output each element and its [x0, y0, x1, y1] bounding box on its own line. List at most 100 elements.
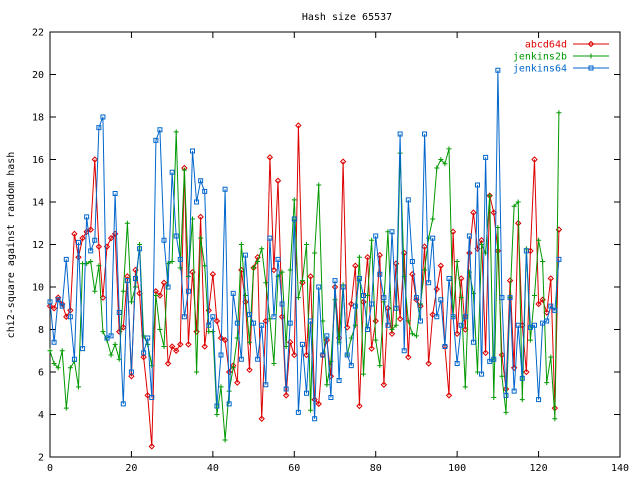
data-point — [552, 416, 558, 422]
data-point — [214, 412, 220, 417]
data-point — [307, 273, 314, 280]
y-tick-label: 2 — [38, 453, 44, 464]
data-point — [157, 127, 163, 133]
y-tick-label: 14 — [32, 198, 44, 209]
data-point — [304, 390, 309, 396]
data-point — [190, 148, 195, 154]
data-point — [173, 129, 179, 135]
data-point — [381, 295, 387, 301]
data-point — [124, 278, 130, 284]
data-point — [532, 322, 537, 328]
data-point — [316, 284, 322, 290]
data-point — [76, 384, 81, 390]
data-point — [197, 213, 204, 221]
data-point — [332, 278, 338, 284]
data-point — [51, 339, 57, 345]
data-point — [409, 259, 415, 264]
data-point — [258, 415, 265, 422]
y-tick-label: 8 — [38, 325, 44, 336]
data-point — [499, 373, 505, 379]
data-point — [63, 256, 69, 262]
data-point — [177, 256, 183, 262]
data-point — [291, 216, 297, 222]
data-point — [141, 350, 147, 356]
data-point — [80, 346, 86, 352]
data-point — [210, 314, 216, 320]
data-point — [348, 363, 354, 369]
data-point — [453, 330, 461, 337]
data-point — [96, 263, 102, 269]
data-point — [84, 214, 90, 220]
data-point — [324, 333, 330, 339]
data-point — [380, 381, 388, 388]
data-point — [112, 341, 118, 347]
data-point — [413, 295, 419, 301]
data-point — [328, 395, 334, 400]
data-point — [511, 388, 517, 394]
data-point — [137, 242, 143, 247]
data-point — [181, 167, 187, 173]
data-point — [275, 256, 281, 262]
data-point — [389, 229, 395, 235]
data-point — [206, 322, 212, 328]
data-point — [177, 341, 184, 348]
data-point — [185, 288, 191, 294]
data-point — [95, 243, 103, 250]
data-point — [88, 259, 94, 264]
data-point — [295, 295, 301, 301]
data-point — [446, 146, 452, 152]
data-point — [222, 186, 228, 192]
data-point — [361, 371, 366, 377]
data-point — [47, 299, 53, 305]
series-group — [46, 67, 563, 450]
data-point — [279, 301, 285, 307]
data-point — [246, 366, 253, 374]
data-point — [458, 322, 464, 328]
series-jenkins64 — [47, 67, 562, 422]
data-point — [153, 293, 159, 298]
data-point — [282, 392, 290, 399]
data-point — [494, 247, 502, 255]
data-point — [50, 305, 58, 312]
data-point — [552, 307, 558, 313]
data-point — [71, 230, 78, 238]
data-point — [458, 275, 465, 282]
data-point — [238, 242, 244, 247]
data-point — [299, 278, 305, 284]
data-point — [320, 352, 326, 358]
data-point — [112, 191, 118, 196]
data-point — [540, 259, 546, 264]
data-point — [242, 252, 248, 258]
data-point — [218, 384, 224, 390]
data-point — [316, 182, 322, 188]
data-point — [161, 344, 167, 349]
data-point — [100, 329, 106, 335]
data-point — [430, 235, 436, 241]
legend-label: jenkins2b — [513, 52, 567, 63]
data-point — [291, 351, 298, 359]
data-point — [519, 375, 525, 381]
data-point — [161, 237, 167, 243]
data-point — [63, 405, 69, 411]
y-tick-label: 22 — [32, 28, 44, 39]
data-point — [304, 242, 309, 247]
data-point — [536, 397, 542, 403]
plot-area-border — [49, 31, 621, 458]
data-point — [128, 299, 134, 305]
data-point — [194, 199, 200, 205]
data-point — [373, 233, 379, 239]
data-point — [531, 156, 538, 163]
data-point — [230, 365, 236, 371]
data-point — [365, 327, 371, 332]
legend-label: abcd64d — [525, 40, 567, 51]
data-point — [128, 369, 134, 375]
data-point — [255, 259, 261, 264]
data-point — [425, 360, 432, 367]
data-point — [548, 303, 554, 309]
data-point — [413, 333, 419, 339]
data-point — [308, 407, 314, 413]
data-point — [271, 361, 277, 366]
data-point — [153, 137, 159, 143]
data-point — [259, 246, 265, 252]
